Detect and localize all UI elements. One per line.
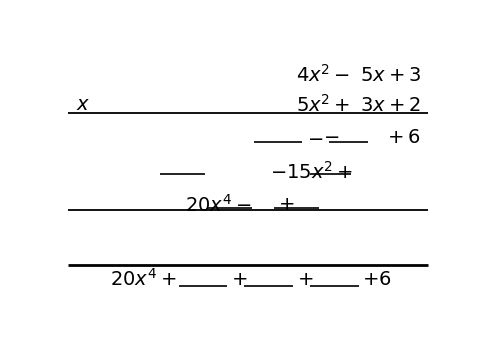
Text: $+6$: $+6$ [363, 270, 392, 289]
Text: $4x^2-\ 5x+3$: $4x^2-\ 5x+3$ [296, 64, 421, 86]
Text: $-\ \ \ \ \ \ \ +6$: $-\ \ \ \ \ \ \ +6$ [323, 128, 421, 147]
Text: $20x^4-$: $20x^4-$ [185, 193, 252, 215]
Text: $+$: $+$ [231, 270, 247, 289]
Text: $-$: $-$ [307, 128, 324, 147]
Text: $+$: $+$ [297, 270, 313, 289]
Text: $20x^4+$: $20x^4+$ [110, 268, 177, 290]
Text: $5x^2+\ 3x+2$: $5x^2+\ 3x+2$ [296, 94, 421, 116]
Text: $x$: $x$ [76, 96, 90, 115]
Text: $-15x^2+$: $-15x^2+$ [270, 161, 353, 183]
Text: $+$: $+$ [278, 195, 294, 214]
